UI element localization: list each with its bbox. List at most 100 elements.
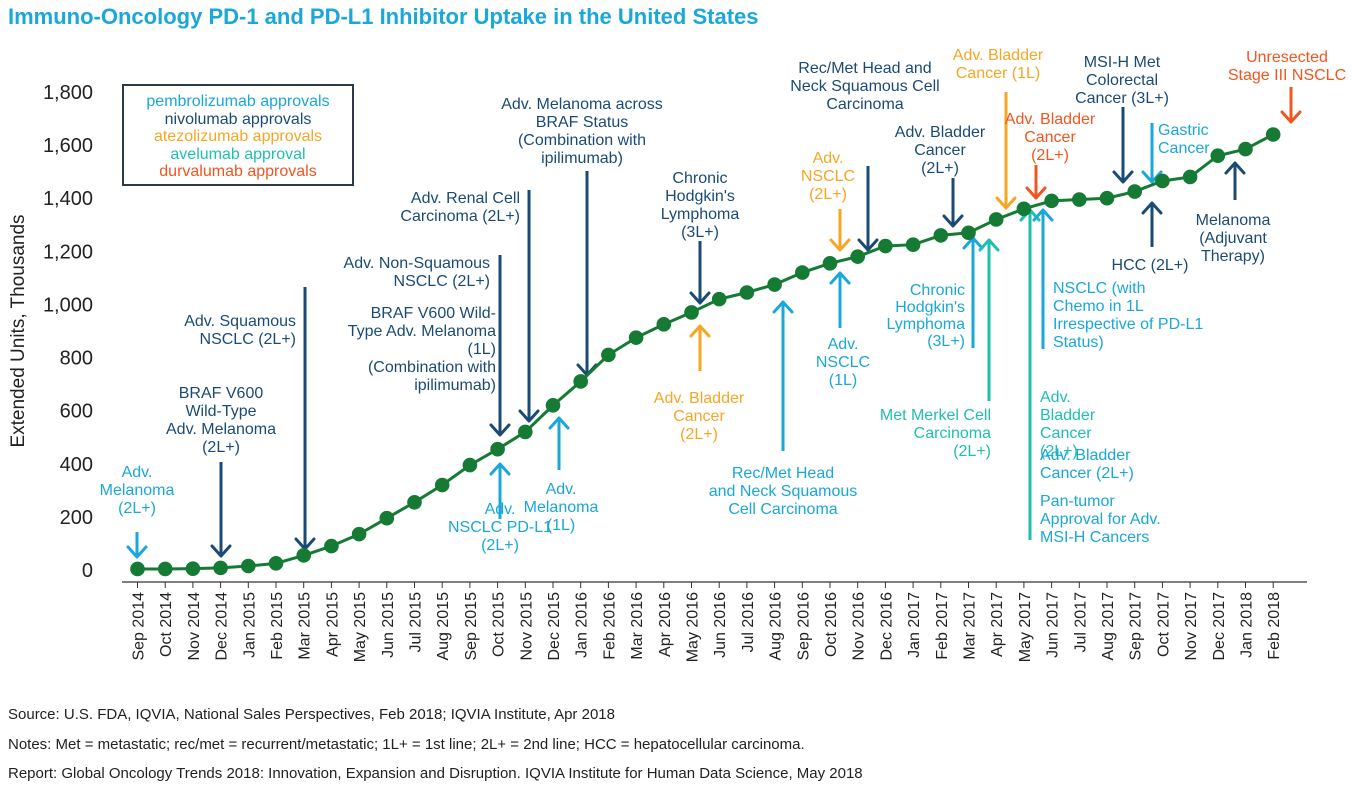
data-point	[684, 305, 699, 320]
annotation-line: Carcinoma	[826, 96, 903, 113]
annotation-arrow-head	[829, 271, 851, 285]
annotation-line: NSCLC	[816, 354, 870, 371]
data-point	[157, 561, 173, 577]
legend-entry-nivolumab: nivolumab approvals	[164, 110, 312, 128]
annotation-line: Cancer	[1024, 129, 1076, 146]
annotation-label: Adv. Bladder Cancer (2L+)	[654, 390, 745, 443]
data-point	[1016, 201, 1032, 217]
legend-entry-pembrolizumab: pembrolizumab approvals	[146, 93, 330, 110]
annotation-arrow-head	[518, 409, 540, 423]
annotation-line: NSCLC	[801, 168, 855, 185]
annotation-line: (3L+)	[927, 333, 965, 350]
data-point	[351, 526, 367, 542]
annotation-line: Met Merkel Cell	[880, 407, 991, 424]
y-tick-label: 600	[60, 401, 93, 423]
y-tick-label: 1,800	[43, 82, 93, 104]
x-tick-label: Apr 2017	[989, 592, 1006, 657]
legend-entry-durvalumab: durvalumab approvals	[159, 163, 317, 180]
annotation-label: Adv. Melanoma across BRAF Status (Combinat…	[501, 96, 663, 167]
annotation-arrow-head	[489, 423, 511, 437]
annotation-line: Melanoma	[1196, 212, 1271, 229]
data-point	[905, 237, 921, 252]
x-tick-label: Jul 2016	[740, 592, 757, 653]
annotation-line: Adv. Melanoma across	[501, 96, 663, 113]
annotation-label: Adv. Squamous NSCLC (2L+)	[184, 313, 296, 348]
x-tick-label: May 2017	[1017, 592, 1034, 662]
data-point	[213, 560, 228, 576]
annotation-line: Cancer	[673, 408, 725, 425]
annotation-arrow-head	[772, 300, 794, 314]
y-tick-label: 1,200	[43, 241, 93, 263]
data-point	[324, 538, 339, 554]
annotation-line: (2L+)	[680, 426, 718, 443]
x-tick-label: Nov 2015	[518, 592, 535, 661]
data-point	[379, 510, 395, 526]
annotation-line: Adv. Melanoma	[166, 421, 276, 438]
annotation-line: Rec/Met Head and	[798, 60, 931, 77]
annotation-line: (3L+)	[681, 224, 719, 241]
annotation-line: Colorectal	[1086, 72, 1158, 89]
data-point	[795, 265, 810, 280]
x-tick-label: Jul 2017	[1072, 592, 1089, 653]
x-tick-label: Dec 2014	[214, 592, 231, 661]
annotation-line: NSCLC (2L+)	[394, 273, 490, 290]
annotation-arrow-head	[1025, 186, 1047, 200]
data-point	[1044, 193, 1059, 209]
data-point	[961, 225, 976, 241]
annotation-line: (2L+)	[118, 500, 156, 517]
x-tick-label: Feb 2016	[601, 592, 618, 660]
data-point	[656, 317, 672, 332]
annotation-line: and Neck Squamous	[709, 483, 858, 500]
annotation-line: Adv.	[1040, 389, 1071, 406]
annotation-line: Adv.	[813, 150, 844, 167]
annotation-line: Adv. Bladder	[654, 390, 745, 407]
annotation-line: Bladder	[1040, 407, 1096, 424]
annotation-line: (1L)	[547, 517, 575, 534]
y-tick-label: 800	[60, 348, 93, 370]
annotation-line: (Combination with	[368, 359, 496, 376]
data-point	[518, 424, 533, 440]
y-tick-label: 200	[60, 507, 93, 529]
y-axis-label: Extended Units, Thousands	[8, 214, 29, 447]
x-tick-label: Jan 2018	[1239, 592, 1256, 658]
annotation-line: Adv. Bladder	[1005, 111, 1096, 128]
annotation-line: Cancer (1L)	[956, 65, 1040, 82]
annotation-line: (Combination with	[518, 132, 646, 149]
data-point	[601, 347, 616, 363]
data-point	[1155, 173, 1170, 189]
data-point	[711, 291, 727, 307]
annotation-line: Cancer	[914, 142, 966, 159]
legend-entry-atezolizumab: atezolizumab approvals	[153, 128, 323, 145]
x-tick-label: Aug 2016	[768, 592, 785, 661]
annotation-line: Adv. Bladder	[895, 124, 986, 141]
annotation-label: Gastric Cancer	[1158, 122, 1210, 157]
annotation-line: Chemo in 1L	[1053, 298, 1144, 315]
annotation-line: Adv. Renal Cell	[411, 190, 520, 207]
annotation-label: Adv. NSCLC (1L)	[816, 336, 870, 389]
y-tick-label: 0	[82, 560, 93, 582]
annotation-line: (2L+)	[1031, 147, 1069, 164]
annotation-label: Chronic Hodgkin's Lymphoma (3L+)	[886, 282, 965, 350]
annotation-line: NSCLC (with	[1053, 280, 1145, 297]
annotation-label: Unresected Stage III NSCLC	[1228, 49, 1346, 84]
annotation-line: (Adjuvant	[1199, 230, 1267, 247]
data-point	[850, 249, 865, 264]
x-tick-label: Aug 2015	[435, 592, 452, 661]
annotation-label: Adv. NSCLC PD-L1 (2L+)	[448, 501, 552, 554]
annotation-line: Status)	[1053, 334, 1104, 351]
annotation-line: MSI-H Cancers	[1040, 529, 1149, 546]
annotation-line: Cancer (3L+)	[1075, 90, 1169, 107]
annotation-line: Cancer	[1040, 425, 1092, 442]
annotation-label: Adv. Melanoma (1L)	[524, 481, 599, 534]
annotation-line: Gastric	[1158, 122, 1209, 139]
annotation-label: HCC (2L+)	[1112, 257, 1189, 274]
data-point	[1127, 184, 1142, 199]
annotation-line: (2L+)	[921, 160, 959, 177]
data-point	[822, 255, 838, 271]
annotation-label: BRAF V600 Wild-Type Adv. Melanoma (1L) (Co…	[348, 305, 496, 394]
annotation-label: Met Merkel Cell Carcinoma (2L+)	[880, 407, 991, 460]
annotation-arrow-head	[1141, 201, 1163, 215]
annotation-label: Adv. Bladder Cancer (1L)	[953, 47, 1044, 82]
annotation-line: NSCLC PD-L1	[448, 519, 552, 536]
x-tick-label: Sep 2017	[1128, 592, 1145, 661]
